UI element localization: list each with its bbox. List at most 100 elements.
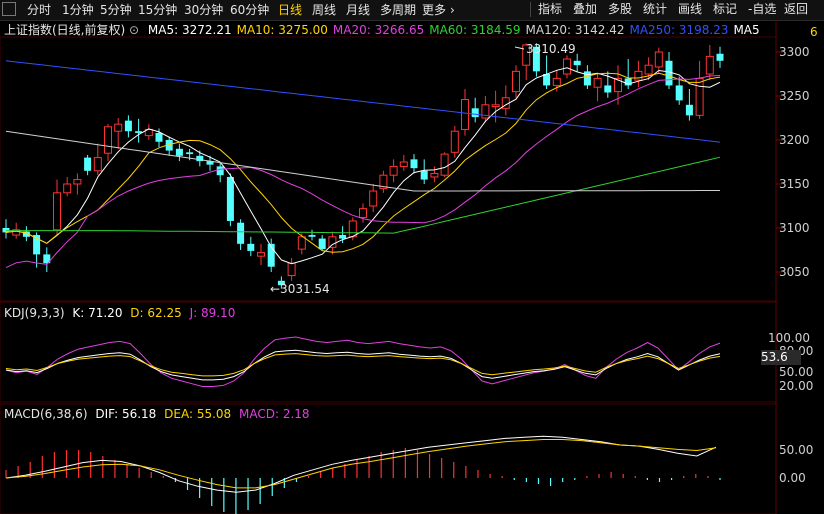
candle-body-up — [359, 208, 367, 218]
candle-body-up — [491, 104, 500, 108]
candle-body-down — [339, 235, 347, 239]
tab-2[interactable]: 5分钟 — [100, 3, 132, 17]
candle-body-down — [33, 235, 41, 255]
candle-body-up — [369, 190, 378, 207]
high-price-pointer — [514, 46, 525, 50]
candle-body-up — [63, 183, 72, 194]
candle-body-down — [196, 155, 204, 162]
candle-body-down — [308, 235, 316, 237]
main-legend: 上证指数(日线,前复权) ⊙ MA5: 3272.21 MA10: 3275.00… — [4, 23, 760, 37]
ma250-line — [5, 60, 721, 143]
kdj-panel-frame — [0, 301, 777, 403]
low-price-label: ←3031.54 — [270, 282, 330, 296]
candle-body-up — [104, 126, 112, 154]
candle-body-down — [532, 46, 540, 72]
candle-body-down — [84, 157, 92, 171]
tab-3[interactable]: 15分钟 — [138, 3, 178, 17]
tab-1[interactable]: 1分钟 — [62, 3, 94, 17]
candle-body-down — [186, 152, 194, 155]
kdj-d-line — [5, 353, 721, 377]
macd-dea-value: DEA: 55.08 — [164, 407, 232, 421]
toolbar-button-3[interactable]: 统计 — [643, 2, 668, 16]
candle-body-up — [389, 165, 398, 176]
candle-body-up — [73, 179, 82, 185]
tab-0[interactable]: 分时 — [27, 3, 52, 17]
candle-body-up — [481, 104, 490, 119]
toolbar-button-6[interactable]: -自选 — [748, 2, 777, 16]
candle-body-down — [155, 132, 163, 142]
candle-body-up — [93, 157, 102, 172]
macd-macd-value: MACD: 2.18 — [239, 407, 310, 421]
right-edge-marker: 6 — [810, 25, 818, 39]
candle-body-up — [430, 172, 439, 178]
toolbar-button-4[interactable]: 画线 — [678, 2, 703, 16]
toggle-panel-icon[interactable] — [2, 2, 16, 16]
candle-body-down — [583, 71, 591, 86]
macd-title: MACD(6,38,6) — [4, 407, 88, 421]
dropdown-icon[interactable]: ⊙ — [129, 23, 140, 37]
toolbar-button-0[interactable]: 指标 — [538, 2, 563, 16]
ma20-line — [5, 75, 721, 269]
toolbar-separator — [530, 2, 531, 17]
candle-body-down — [206, 161, 214, 165]
ma-legend-item-6: MA5 — [733, 23, 760, 37]
toolbar-button-1[interactable]: 叠加 — [573, 2, 598, 16]
price-axis-label-4: 3100 — [779, 221, 810, 235]
kdj-axis-label-2: 50.00 — [779, 365, 814, 379]
right-sidebar-edge: 6 — [810, 20, 824, 514]
candle-body-down — [573, 60, 581, 66]
candle-body-up — [522, 44, 531, 66]
price-panel-frame — [0, 36, 777, 302]
candle-body-down — [216, 166, 224, 176]
macd-dea-line — [5, 439, 717, 489]
tab-4[interactable]: 30分钟 — [184, 3, 224, 17]
ma5-line — [5, 67, 721, 265]
ma-legend-item-3: MA60: 3184.59 — [429, 23, 521, 37]
kdj-legend: KDJ(9,3,3) K: 71.20 D: 62.25 J: 89.10 — [4, 306, 235, 320]
tab-6[interactable]: 日线 — [278, 3, 303, 17]
candle-body-up — [512, 70, 520, 93]
high-price-label: 3310.49 — [526, 42, 576, 56]
toolbar-button-5[interactable]: 标记 — [713, 2, 738, 16]
candle-body-down — [665, 60, 673, 86]
candle-body-down — [716, 53, 724, 61]
kdj-axis-label-0: 100.00 — [768, 331, 810, 345]
kdj-axis-label-3: 20.00 — [779, 379, 814, 393]
toolbar-button-2[interactable]: 多股 — [608, 2, 633, 16]
tab-5[interactable]: 60分钟 — [230, 3, 270, 17]
price-axis-label-5: 3050 — [779, 265, 810, 279]
tab-8[interactable]: 月线 — [346, 3, 371, 17]
tab-7[interactable]: 周线 — [312, 3, 337, 17]
ma-legend-item-2: MA20: 3266.65 — [332, 23, 425, 37]
candle-body-up — [461, 99, 469, 130]
candle-body-up — [328, 236, 337, 248]
macd-dif-value: DIF: 56.18 — [95, 407, 157, 421]
chart-title: 上证指数(日线,前复权) — [4, 23, 126, 37]
candle-body-down — [247, 243, 255, 251]
candle-body-down — [471, 108, 479, 118]
tab-9[interactable]: 多周期 — [380, 3, 417, 17]
candle-body-up — [705, 55, 714, 75]
candle-body-up — [563, 58, 571, 75]
tab-10[interactable]: 更多 — [422, 3, 447, 17]
candle-body-up — [644, 64, 653, 75]
candle-body-down — [685, 104, 693, 116]
candle-body-down — [237, 222, 245, 244]
ma120-line — [5, 130, 720, 192]
candle-body-up — [297, 236, 306, 250]
candle-body-up — [593, 77, 602, 88]
toolbar-button-7[interactable]: 返回 — [784, 2, 809, 16]
kdj-title: KDJ(9,3,3) — [4, 306, 65, 320]
candle-body-down — [318, 238, 326, 250]
kdj-j-line — [5, 336, 721, 387]
ma60-line — [6, 156, 721, 234]
candle-body-down — [624, 78, 632, 86]
ma-legend-item-4: MA120: 3142.42 — [525, 23, 625, 37]
candle-body-down — [604, 85, 612, 93]
candle-body-down — [410, 159, 418, 169]
tab-11[interactable]: › — [450, 3, 455, 17]
candle-body-up — [257, 252, 265, 257]
kdj-k-value: K: 71.20 — [72, 306, 123, 320]
